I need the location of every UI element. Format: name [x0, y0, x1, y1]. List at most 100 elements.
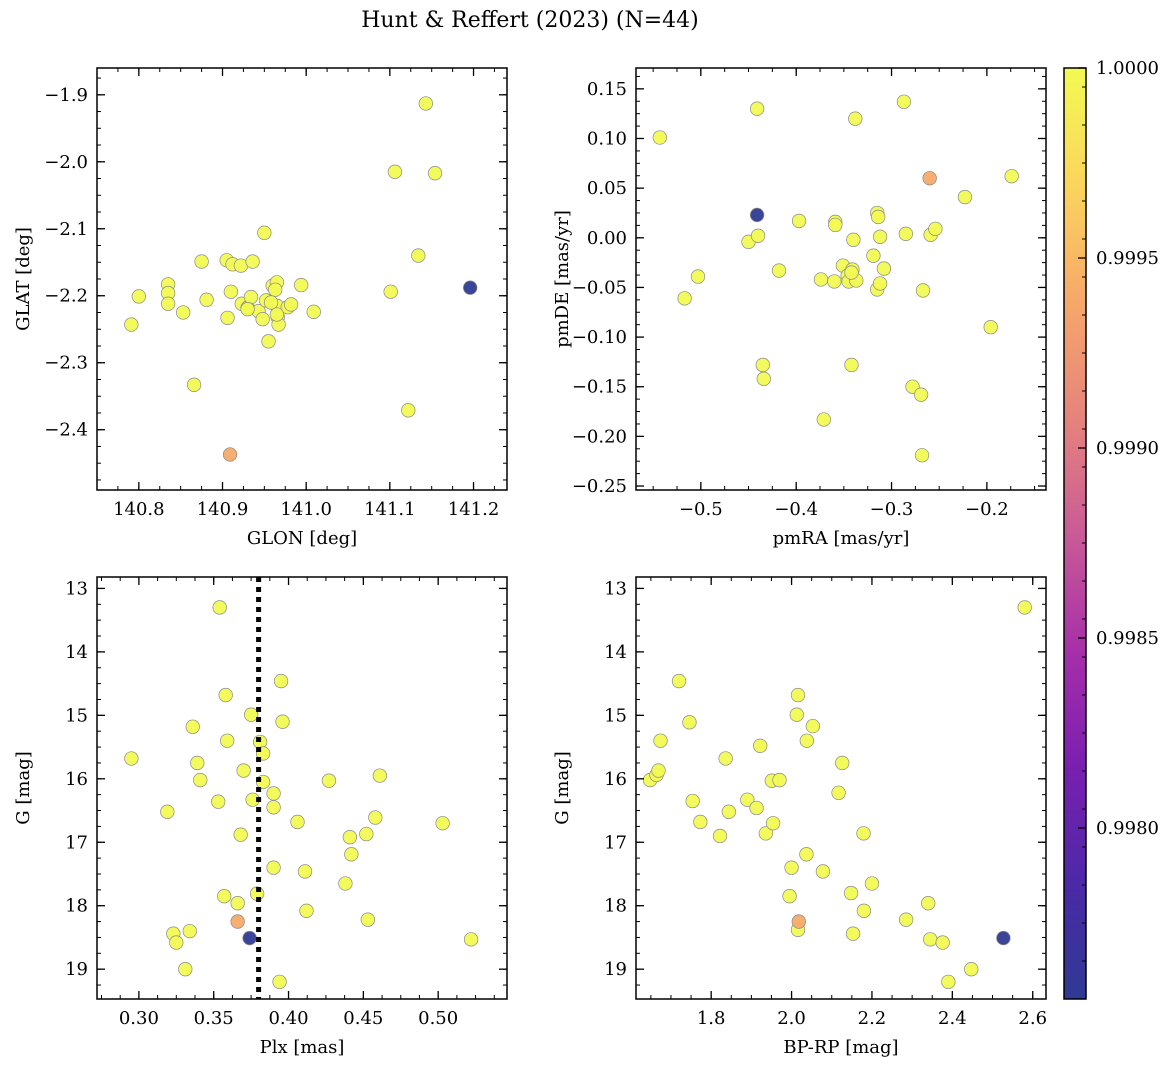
- data-point: [828, 217, 843, 233]
- data-point: [193, 772, 208, 788]
- data-point: [755, 357, 770, 373]
- points-pmra-pmde: [652, 94, 1019, 463]
- data-point: [218, 687, 233, 703]
- data-point: [651, 763, 666, 778]
- data-point: [856, 826, 871, 841]
- data-point: [266, 786, 281, 801]
- colorbar: 0.9980 0.9985 0.9990 0.9995 1.0000: [1063, 58, 1159, 1000]
- data-point: [266, 800, 281, 815]
- x-tick-label: 2.0: [777, 1008, 806, 1029]
- data-point: [463, 280, 478, 295]
- data-point: [245, 254, 260, 269]
- y-tick-label: 0.00: [587, 228, 627, 249]
- data-point: [758, 826, 773, 841]
- panels: 140.8 140.9 141.0 141.1 141.2 −1.9 −2.0 −2.1 −2.…: [13, 67, 1047, 1058]
- data-point: [211, 794, 226, 809]
- data-point: [342, 830, 358, 845]
- data-point: [242, 930, 257, 946]
- y-tick-label: 16: [604, 769, 627, 790]
- data-point: [217, 889, 232, 904]
- data-point: [652, 130, 667, 145]
- data-point: [178, 962, 193, 977]
- y-tick-label: 17: [65, 832, 88, 853]
- data-point: [756, 371, 771, 386]
- data-point: [176, 305, 191, 320]
- x-tick-label: −0.5: [679, 499, 723, 520]
- y-tick-label: 13: [604, 578, 627, 599]
- y-tick-label: −0.25: [572, 476, 627, 497]
- data-point: [299, 903, 314, 918]
- points-glon-glat: [124, 96, 478, 462]
- data-point: [848, 111, 863, 126]
- y-tick-label: −2.0: [44, 152, 88, 173]
- colorbar-tick-label: 0.9985: [1096, 628, 1159, 649]
- data-point: [928, 221, 943, 237]
- x-tick-label: 0.45: [343, 1008, 383, 1029]
- x-tick-label: −0.3: [870, 499, 914, 520]
- data-point: [866, 248, 881, 263]
- data-point: [749, 800, 764, 816]
- data-point: [831, 785, 846, 800]
- y-tick-label: 0.05: [587, 178, 627, 199]
- x-tick-label: 0.40: [268, 1008, 308, 1029]
- data-point: [435, 816, 450, 831]
- x-tick-label: 141.0: [280, 499, 332, 520]
- data-point: [257, 225, 272, 240]
- data-point: [243, 289, 259, 305]
- data-point: [772, 772, 787, 788]
- y-tick-label: 14: [604, 642, 627, 663]
- data-point: [677, 291, 692, 306]
- y-tick-label: −0.05: [572, 277, 627, 298]
- x-tick-label: −0.2: [965, 499, 1009, 520]
- data-point: [124, 317, 139, 332]
- y-tick-label: 18: [604, 896, 627, 917]
- y-tick-label: 14: [65, 642, 88, 663]
- data-point: [124, 751, 139, 766]
- data-point: [876, 261, 892, 276]
- colorbar-tick-label: 0.9995: [1096, 248, 1159, 269]
- data-point: [220, 733, 235, 748]
- data-point: [359, 826, 374, 842]
- data-point: [923, 932, 938, 947]
- data-point: [387, 164, 403, 179]
- data-point: [749, 101, 765, 116]
- data-point: [771, 263, 787, 278]
- data-point: [268, 282, 283, 297]
- data-point: [941, 974, 956, 990]
- panel-plx-g: 0.30 0.35 0.40 0.45 0.50 13 14 15 16 17 18 19 Plx [m…: [13, 576, 508, 1058]
- data-point: [233, 827, 248, 842]
- data-point: [220, 310, 235, 326]
- x-tick-label: 140.9: [197, 499, 249, 520]
- colorbar-tick-label: 1.0000: [1096, 58, 1159, 79]
- x-axis-label: Plx [mas]: [260, 1037, 345, 1058]
- x-axis-label: BP-RP [mag]: [783, 1037, 898, 1058]
- data-point: [212, 600, 227, 615]
- data-point: [223, 284, 239, 299]
- data-point: [263, 295, 279, 310]
- data-point: [411, 248, 426, 263]
- data-point: [835, 755, 850, 771]
- y-tick-label: 0.15: [587, 79, 627, 100]
- y-tick-label: −0.10: [572, 327, 627, 348]
- data-point: [765, 816, 781, 831]
- data-point: [921, 896, 936, 911]
- data-point: [1004, 169, 1019, 184]
- points-bprp-g: [642, 600, 1032, 990]
- data-point: [871, 209, 886, 225]
- data-point: [791, 213, 807, 229]
- data-point: [383, 284, 398, 299]
- data-point: [935, 935, 950, 950]
- data-point: [816, 412, 831, 427]
- x-tick-label: 2.2: [858, 1008, 887, 1029]
- data-point: [784, 860, 799, 875]
- data-point: [255, 312, 270, 327]
- colorbar-tick-label: 0.9990: [1096, 438, 1159, 459]
- y-tick-label: 13: [65, 578, 88, 599]
- data-point: [272, 974, 287, 990]
- x-tick-label: 140.8: [113, 499, 165, 520]
- x-tick-label: −0.4: [774, 499, 818, 520]
- data-point: [805, 718, 821, 734]
- data-point: [914, 448, 930, 463]
- x-tick-label: 0.35: [194, 1008, 234, 1029]
